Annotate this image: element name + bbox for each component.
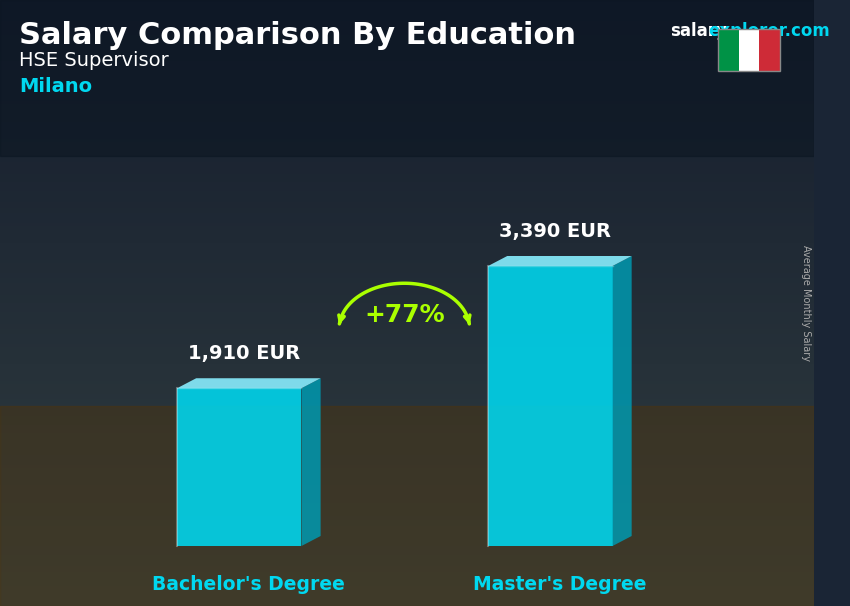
Text: Master's Degree: Master's Degree — [473, 574, 647, 593]
Bar — [717, 29, 780, 71]
Text: 1,910 EUR: 1,910 EUR — [188, 344, 300, 363]
Polygon shape — [613, 256, 632, 546]
Text: Average Monthly Salary: Average Monthly Salary — [801, 245, 811, 361]
Text: Milano: Milano — [20, 76, 93, 96]
Bar — [0, 406, 813, 606]
Polygon shape — [177, 378, 320, 388]
Text: 3,390 EUR: 3,390 EUR — [499, 222, 611, 241]
Bar — [717, 29, 739, 71]
Polygon shape — [177, 388, 302, 546]
Polygon shape — [488, 256, 632, 266]
Polygon shape — [488, 266, 613, 546]
Bar — [739, 29, 759, 71]
Text: HSE Supervisor: HSE Supervisor — [20, 52, 169, 70]
Text: salary: salary — [670, 22, 727, 40]
Text: Bachelor's Degree: Bachelor's Degree — [152, 574, 345, 593]
Bar — [0, 0, 813, 156]
Text: +77%: +77% — [364, 303, 445, 327]
Polygon shape — [302, 378, 320, 546]
Text: Salary Comparison By Education: Salary Comparison By Education — [20, 21, 576, 50]
Bar — [759, 29, 780, 71]
Text: explorer.com: explorer.com — [708, 22, 830, 40]
